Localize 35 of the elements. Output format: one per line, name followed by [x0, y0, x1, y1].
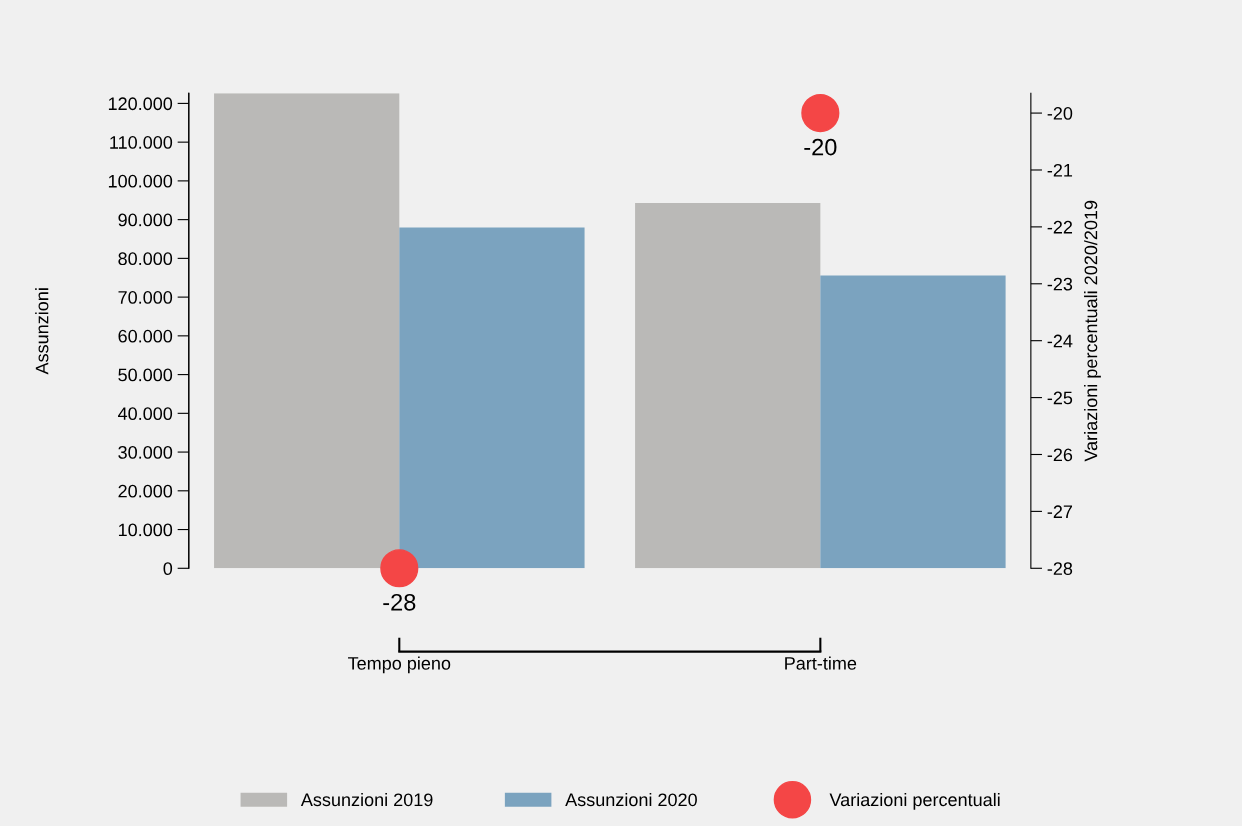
y-tick-label: 80.000 [118, 252, 173, 266]
y-tick-label: 70.000 [118, 291, 173, 304]
y-tick-label: 90.000 [118, 213, 173, 227]
data-label: -20 [804, 138, 837, 156]
y2-tick-label: -23 [1047, 277, 1073, 291]
bar [820, 275, 1006, 569]
y-axis-title: Assunzioni [35, 288, 49, 375]
legend-label: Assunzioni 2020 [565, 792, 697, 807]
bar [214, 93, 400, 569]
y-tick-label: 20.000 [118, 484, 173, 498]
y-tick-label: 100.000 [108, 174, 173, 188]
x-tick-label: Tempo pieno [348, 656, 451, 674]
y2-tick-label: -26 [1047, 448, 1073, 462]
y-tick-label: 10.000 [118, 523, 173, 537]
legend-label: Variazioni percentuali [829, 792, 1000, 810]
y-tick-label: 120.000 [108, 97, 173, 111]
y2-tick-label: -27 [1047, 505, 1073, 518]
y2-tick-label: -28 [1047, 562, 1073, 576]
y2-tick-label: -20 [1047, 107, 1073, 120]
y-tick-label: 50.000 [118, 368, 173, 382]
y2-tick-label: -25 [1047, 391, 1073, 405]
data-label: -28 [383, 593, 416, 611]
x-tick-label: Part-time [785, 656, 857, 670]
y-tick-label: 30.000 [118, 446, 173, 459]
legend-label: Assunzioni 2019 [300, 792, 433, 807]
y-tick-label: 40.000 [118, 407, 173, 421]
y-tick-label: 110.000 [110, 136, 173, 149]
y2-axis-title: Variazioni percentuali 2020/2019 [1084, 200, 1101, 462]
y2-tick-label: -24 [1047, 334, 1073, 348]
y-tick-label: 0 [163, 562, 173, 576]
y-tick-label: 60.000 [118, 329, 173, 343]
y2-tick-label: -21 [1047, 163, 1073, 177]
bar [399, 227, 585, 569]
y2-tick-label: -22 [1047, 220, 1073, 234]
bar [635, 202, 821, 569]
